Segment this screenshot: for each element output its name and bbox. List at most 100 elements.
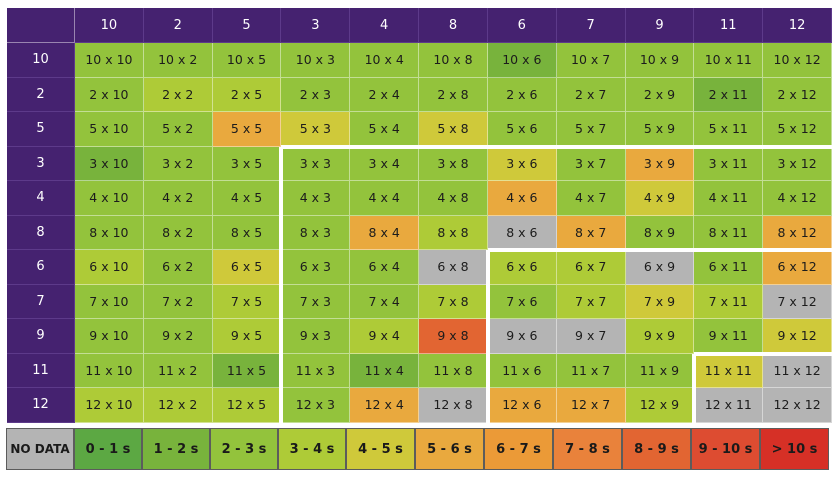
fact-cell[interactable]: 3 x 9 xyxy=(625,146,695,181)
fact-cell[interactable]: 2 x 9 xyxy=(625,77,695,112)
fact-cell[interactable]: 6 x 6 xyxy=(487,250,557,285)
fact-cell[interactable]: 10 x 6 xyxy=(487,43,557,78)
fact-cell[interactable]: 2 x 2 xyxy=(143,77,213,112)
fact-cell[interactable]: 6 x 9 xyxy=(625,250,695,285)
fact-cell[interactable]: 7 x 11 xyxy=(694,284,764,319)
fact-cell[interactable]: 2 x 8 xyxy=(419,77,488,112)
fact-cell[interactable]: 3 x 3 xyxy=(281,146,351,181)
fact-cell[interactable]: 4 x 2 xyxy=(143,181,213,216)
fact-cell[interactable]: 3 x 12 xyxy=(763,146,832,181)
fact-cell[interactable]: 4 x 4 xyxy=(350,181,420,216)
fact-cell[interactable]: 12 x 6 xyxy=(487,388,557,423)
fact-cell[interactable]: 2 x 7 xyxy=(556,77,626,112)
fact-cell[interactable]: 5 x 4 xyxy=(350,112,420,147)
fact-cell[interactable]: 5 x 2 xyxy=(143,112,213,147)
fact-cell[interactable]: 6 x 11 xyxy=(694,250,764,285)
fact-cell[interactable]: 12 x 3 xyxy=(281,388,351,423)
fact-cell[interactable]: 9 x 3 xyxy=(281,319,351,354)
fact-cell[interactable]: 11 x 9 xyxy=(625,353,695,388)
fact-cell[interactable]: 7 x 7 xyxy=(556,284,626,319)
fact-cell[interactable]: 3 x 4 xyxy=(350,146,420,181)
fact-cell[interactable]: 8 x 10 xyxy=(75,215,144,250)
fact-cell[interactable]: 3 x 10 xyxy=(75,146,144,181)
fact-cell[interactable]: 10 x 2 xyxy=(143,43,213,78)
fact-cell[interactable]: 2 x 5 xyxy=(212,77,282,112)
fact-cell[interactable]: 7 x 9 xyxy=(625,284,695,319)
fact-cell[interactable]: 6 x 12 xyxy=(763,250,832,285)
fact-cell[interactable]: 5 x 7 xyxy=(556,112,626,147)
fact-cell[interactable]: 7 x 3 xyxy=(281,284,351,319)
fact-cell[interactable]: 9 x 12 xyxy=(763,319,832,354)
fact-cell[interactable]: 10 x 4 xyxy=(350,43,420,78)
fact-cell[interactable]: 4 x 9 xyxy=(625,181,695,216)
fact-cell[interactable]: 11 x 11 xyxy=(694,353,764,388)
fact-cell[interactable]: 12 x 9 xyxy=(625,388,695,423)
fact-cell[interactable]: 12 x 10 xyxy=(75,388,144,423)
fact-cell[interactable]: 7 x 10 xyxy=(75,284,144,319)
fact-cell[interactable]: 12 x 5 xyxy=(212,388,282,423)
fact-cell[interactable]: 3 x 8 xyxy=(419,146,488,181)
fact-cell[interactable]: 12 x 7 xyxy=(556,388,626,423)
fact-cell[interactable]: 11 x 5 xyxy=(212,353,282,388)
fact-cell[interactable]: 6 x 4 xyxy=(350,250,420,285)
fact-cell[interactable]: 6 x 8 xyxy=(419,250,488,285)
fact-cell[interactable]: 4 x 3 xyxy=(281,181,351,216)
fact-cell[interactable]: 12 x 8 xyxy=(419,388,488,423)
fact-cell[interactable]: 5 x 6 xyxy=(487,112,557,147)
fact-cell[interactable]: 2 x 4 xyxy=(350,77,420,112)
fact-cell[interactable]: 8 x 9 xyxy=(625,215,695,250)
fact-cell[interactable]: 9 x 6 xyxy=(487,319,557,354)
fact-cell[interactable]: 12 x 4 xyxy=(350,388,420,423)
fact-cell[interactable]: 3 x 5 xyxy=(212,146,282,181)
fact-cell[interactable]: 6 x 10 xyxy=(75,250,144,285)
fact-cell[interactable]: 5 x 11 xyxy=(694,112,764,147)
fact-cell[interactable]: 4 x 11 xyxy=(694,181,764,216)
fact-cell[interactable]: 5 x 10 xyxy=(75,112,144,147)
fact-cell[interactable]: 6 x 5 xyxy=(212,250,282,285)
fact-cell[interactable]: 12 x 12 xyxy=(763,388,832,423)
fact-cell[interactable]: 9 x 2 xyxy=(143,319,213,354)
fact-cell[interactable]: 10 x 7 xyxy=(556,43,626,78)
fact-cell[interactable]: 6 x 3 xyxy=(281,250,351,285)
fact-cell[interactable]: 4 x 12 xyxy=(763,181,832,216)
fact-cell[interactable]: 11 x 3 xyxy=(281,353,351,388)
fact-cell[interactable]: 8 x 8 xyxy=(419,215,488,250)
fact-cell[interactable]: 7 x 8 xyxy=(419,284,488,319)
fact-cell[interactable]: 9 x 10 xyxy=(75,319,144,354)
fact-cell[interactable]: 4 x 6 xyxy=(487,181,557,216)
fact-cell[interactable]: 8 x 3 xyxy=(281,215,351,250)
fact-cell[interactable]: 3 x 6 xyxy=(487,146,557,181)
fact-cell[interactable]: 4 x 7 xyxy=(556,181,626,216)
fact-cell[interactable]: 5 x 8 xyxy=(419,112,488,147)
fact-cell[interactable]: 8 x 2 xyxy=(143,215,213,250)
fact-cell[interactable]: 7 x 12 xyxy=(763,284,832,319)
fact-cell[interactable]: 7 x 5 xyxy=(212,284,282,319)
fact-cell[interactable]: 3 x 7 xyxy=(556,146,626,181)
fact-cell[interactable]: 10 x 5 xyxy=(212,43,282,78)
fact-cell[interactable]: 11 x 6 xyxy=(487,353,557,388)
fact-cell[interactable]: 10 x 10 xyxy=(75,43,144,78)
fact-cell[interactable]: 12 x 2 xyxy=(143,388,213,423)
fact-cell[interactable]: 10 x 11 xyxy=(694,43,764,78)
fact-cell[interactable]: 3 x 11 xyxy=(694,146,764,181)
fact-cell[interactable]: 10 x 9 xyxy=(625,43,695,78)
fact-cell[interactable]: 11 x 4 xyxy=(350,353,420,388)
fact-cell[interactable]: 4 x 8 xyxy=(419,181,488,216)
fact-cell[interactable]: 8 x 11 xyxy=(694,215,764,250)
fact-cell[interactable]: 8 x 6 xyxy=(487,215,557,250)
fact-cell[interactable]: 7 x 4 xyxy=(350,284,420,319)
fact-cell[interactable]: 2 x 3 xyxy=(281,77,351,112)
fact-cell[interactable]: 2 x 6 xyxy=(487,77,557,112)
fact-cell[interactable]: 9 x 7 xyxy=(556,319,626,354)
fact-cell[interactable]: 11 x 2 xyxy=(143,353,213,388)
fact-cell[interactable]: 11 x 7 xyxy=(556,353,626,388)
fact-cell[interactable]: 11 x 10 xyxy=(75,353,144,388)
fact-cell[interactable]: 11 x 12 xyxy=(763,353,832,388)
fact-cell[interactable]: 2 x 11 xyxy=(694,77,764,112)
fact-cell[interactable]: 8 x 7 xyxy=(556,215,626,250)
fact-cell[interactable]: 7 x 6 xyxy=(487,284,557,319)
fact-cell[interactable]: 10 x 8 xyxy=(419,43,488,78)
fact-cell[interactable]: 9 x 11 xyxy=(694,319,764,354)
fact-cell[interactable]: 2 x 10 xyxy=(75,77,144,112)
fact-cell[interactable]: 11 x 8 xyxy=(419,353,488,388)
